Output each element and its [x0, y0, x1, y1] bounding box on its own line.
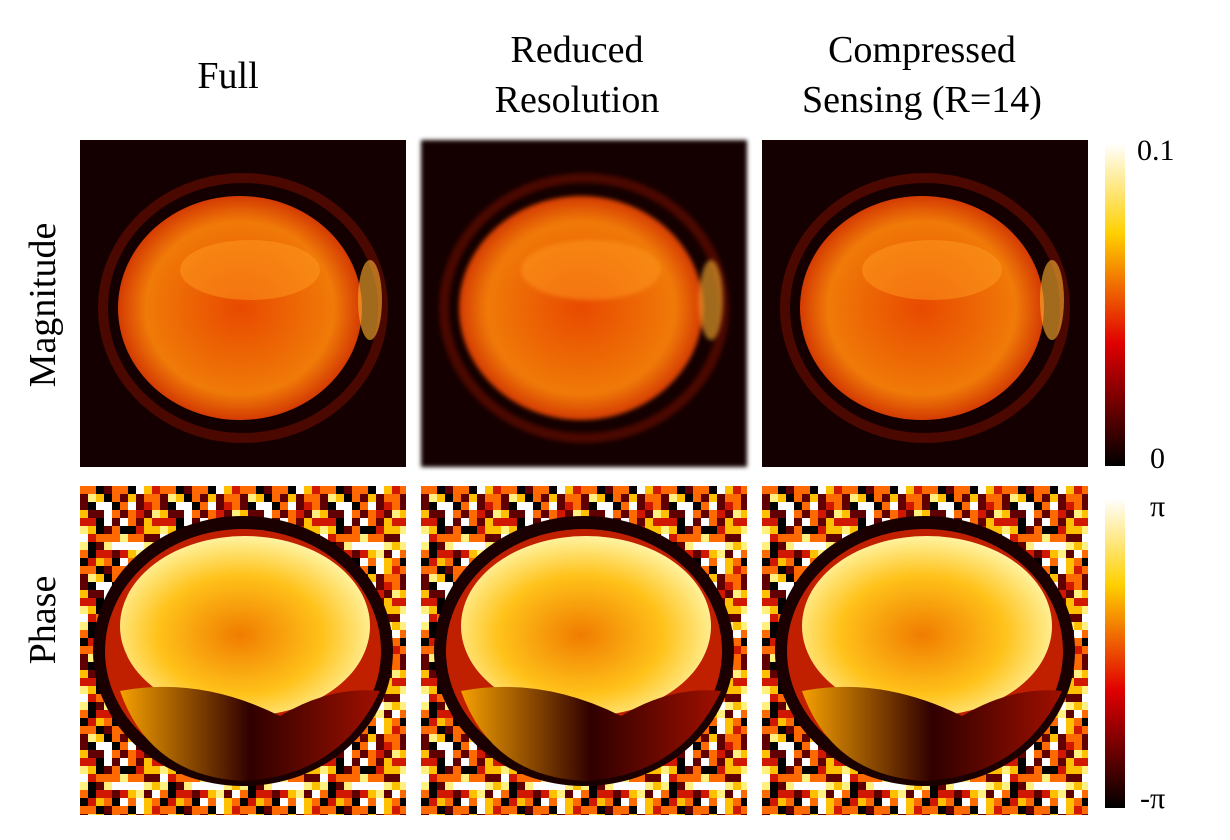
column-headers: Full Reduced Resolution Compressed Sensi… — [197, 29, 1042, 121]
phase-image — [421, 486, 747, 815]
magnitude-image — [762, 140, 1088, 467]
colorbar — [1105, 143, 1125, 466]
column-title: Full — [197, 55, 258, 97]
phase-image — [762, 486, 1088, 815]
column-title: Sensing (R=14) — [802, 79, 1042, 121]
panels — [80, 140, 1088, 815]
colorbar-max: 0.1 — [1137, 134, 1175, 167]
column-title: Compressed — [828, 29, 1016, 71]
magnitude-image — [80, 140, 406, 467]
column-title: Resolution — [495, 79, 660, 121]
row-label: Magnitude — [22, 223, 64, 388]
column-title: Reduced — [511, 29, 644, 71]
colorbar-min: 0 — [1150, 442, 1165, 475]
row-label: Phase — [22, 576, 64, 665]
colorbar-min: -π — [1140, 782, 1165, 815]
colorbar — [1105, 498, 1125, 808]
magnitude-image — [421, 140, 747, 467]
colorbar-max: π — [1150, 490, 1165, 523]
phase-image — [80, 486, 406, 815]
